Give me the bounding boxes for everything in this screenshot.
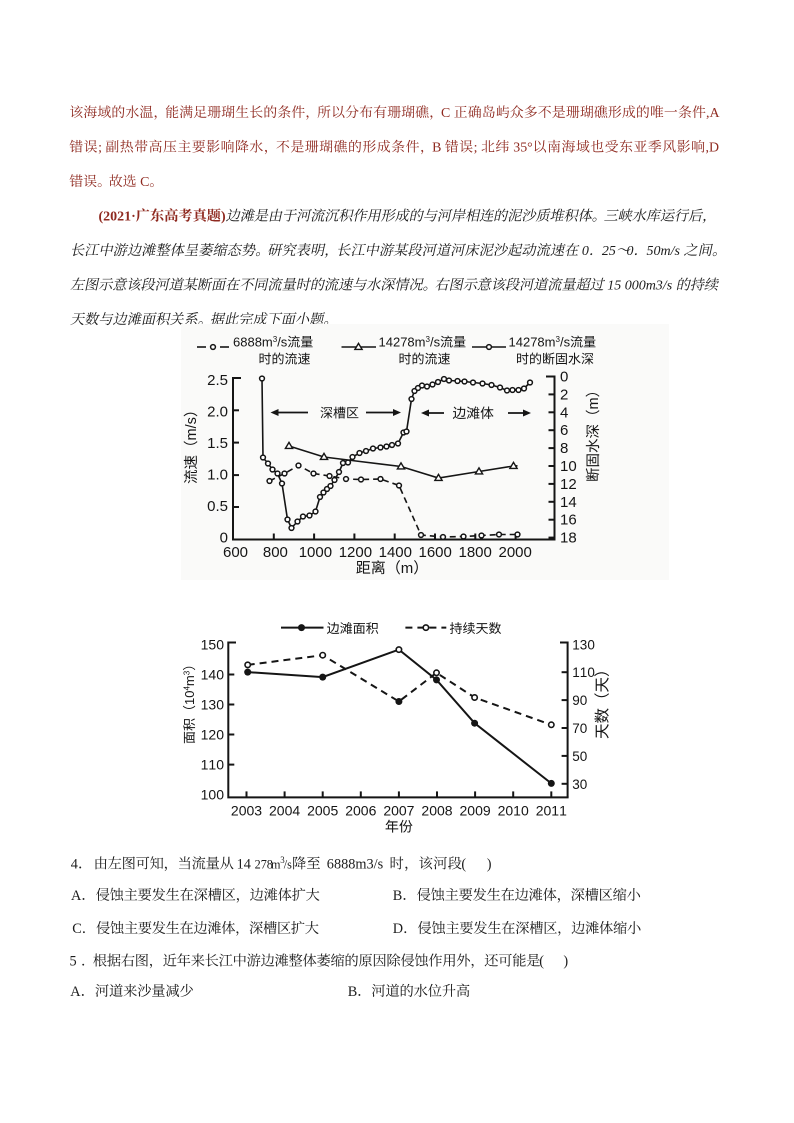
svg-text:50m/s: 50m/s bbox=[647, 244, 684, 259]
svg-text:m: m bbox=[401, 560, 414, 577]
svg-text:25: 25 bbox=[602, 244, 616, 259]
svg-text:2.5: 2.5 bbox=[207, 372, 228, 389]
svg-text:A: A bbox=[71, 888, 82, 904]
svg-text:8: 8 bbox=[560, 440, 568, 457]
svg-text:4: 4 bbox=[71, 856, 78, 872]
svg-text:2005: 2005 bbox=[307, 803, 338, 819]
svg-text:15 000m3/s: 15 000m3/s bbox=[604, 279, 676, 294]
svg-text:2009: 2009 bbox=[460, 803, 491, 819]
svg-text:B: B bbox=[348, 984, 358, 1000]
svg-text:150: 150 bbox=[201, 637, 225, 653]
svg-text:A: A bbox=[70, 984, 81, 1000]
svg-text:;: ; bbox=[474, 141, 481, 156]
svg-text:3: 3 bbox=[182, 670, 191, 675]
svg-text:14: 14 bbox=[237, 856, 251, 872]
svg-text:120: 120 bbox=[201, 727, 225, 743]
svg-text:130: 130 bbox=[572, 637, 595, 652]
svg-text:(2021·: (2021· bbox=[99, 210, 136, 225]
svg-text:C: C bbox=[441, 106, 454, 121]
svg-text:C: C bbox=[137, 175, 150, 190]
svg-text:2000: 2000 bbox=[499, 544, 532, 561]
svg-text:0: 0 bbox=[578, 244, 589, 259]
svg-text:1400: 1400 bbox=[379, 544, 412, 561]
svg-text:C: C bbox=[72, 921, 82, 937]
svg-text:1600: 1600 bbox=[419, 544, 452, 561]
svg-text:3: 3 bbox=[426, 335, 431, 344]
svg-text:14278m: 14278m bbox=[379, 335, 426, 350]
svg-text:1.5: 1.5 bbox=[207, 435, 228, 452]
svg-text:4: 4 bbox=[560, 404, 568, 421]
svg-text:1800: 1800 bbox=[459, 544, 492, 561]
svg-text:m: m bbox=[182, 675, 197, 686]
svg-text:130: 130 bbox=[201, 697, 225, 713]
svg-text:1200: 1200 bbox=[339, 544, 372, 561]
svg-text:6888m: 6888m bbox=[233, 335, 273, 350]
svg-text:3: 3 bbox=[280, 855, 285, 865]
svg-text:/s: /s bbox=[277, 335, 288, 350]
svg-text:): ) bbox=[563, 954, 568, 970]
svg-text:m: m bbox=[271, 857, 281, 871]
svg-text:18: 18 bbox=[560, 530, 577, 547]
svg-text:,A: ,A bbox=[706, 106, 720, 121]
svg-text:140: 140 bbox=[201, 667, 225, 683]
svg-text:2004: 2004 bbox=[269, 803, 300, 819]
svg-text:2: 2 bbox=[560, 386, 568, 403]
svg-text:10: 10 bbox=[182, 691, 197, 705]
svg-text:(: ( bbox=[539, 954, 544, 970]
svg-text:800: 800 bbox=[263, 544, 288, 561]
svg-text:14: 14 bbox=[560, 494, 577, 511]
svg-text:0: 0 bbox=[627, 244, 634, 259]
svg-text:;: ; bbox=[98, 141, 105, 156]
svg-text:B: B bbox=[432, 141, 445, 156]
svg-text:0: 0 bbox=[560, 369, 568, 386]
svg-text:3: 3 bbox=[273, 335, 278, 344]
svg-text:B: B bbox=[393, 888, 403, 904]
svg-text:2.0: 2.0 bbox=[207, 404, 228, 421]
svg-text:3: 3 bbox=[556, 335, 561, 344]
svg-text:m: m bbox=[586, 397, 602, 409]
svg-text:35°: 35° bbox=[510, 141, 533, 156]
svg-text:m/s: m/s bbox=[184, 417, 200, 440]
svg-text:/s: /s bbox=[284, 857, 292, 871]
svg-text:D: D bbox=[393, 921, 403, 937]
svg-text:,D: ,D bbox=[706, 141, 720, 156]
svg-text:16: 16 bbox=[560, 512, 577, 529]
svg-text:1000: 1000 bbox=[299, 544, 332, 561]
svg-text:/s: /s bbox=[430, 335, 441, 350]
svg-text:2010: 2010 bbox=[498, 803, 529, 819]
svg-text:110: 110 bbox=[572, 665, 595, 680]
svg-text:600: 600 bbox=[223, 544, 248, 561]
svg-text:(: ( bbox=[461, 856, 466, 872]
svg-text:6888m3/s: 6888m3/s bbox=[327, 856, 384, 872]
svg-text:4: 4 bbox=[182, 686, 191, 691]
svg-text:110: 110 bbox=[201, 757, 225, 773]
svg-text:10: 10 bbox=[560, 458, 577, 475]
svg-text:12: 12 bbox=[560, 476, 577, 493]
svg-text:5: 5 bbox=[70, 954, 77, 970]
svg-text:1.0: 1.0 bbox=[207, 467, 228, 484]
svg-text:2007: 2007 bbox=[383, 803, 414, 819]
svg-text:): ) bbox=[487, 856, 492, 872]
svg-text:0: 0 bbox=[220, 530, 228, 547]
svg-text:100: 100 bbox=[201, 787, 225, 803]
svg-text:): ) bbox=[221, 210, 226, 225]
svg-text:70: 70 bbox=[572, 721, 587, 736]
svg-text:2011: 2011 bbox=[536, 803, 567, 819]
svg-text:30: 30 bbox=[572, 777, 587, 792]
svg-text:6: 6 bbox=[560, 422, 568, 439]
svg-text:278: 278 bbox=[255, 857, 273, 871]
svg-text:2006: 2006 bbox=[345, 803, 376, 819]
svg-text:/s: /s bbox=[560, 335, 571, 350]
svg-text:90: 90 bbox=[572, 693, 587, 708]
svg-text:2003: 2003 bbox=[231, 803, 262, 819]
svg-text:50: 50 bbox=[572, 749, 587, 764]
svg-text:2008: 2008 bbox=[421, 803, 452, 819]
svg-text:0.5: 0.5 bbox=[207, 498, 228, 515]
svg-text:14278m: 14278m bbox=[509, 335, 556, 350]
